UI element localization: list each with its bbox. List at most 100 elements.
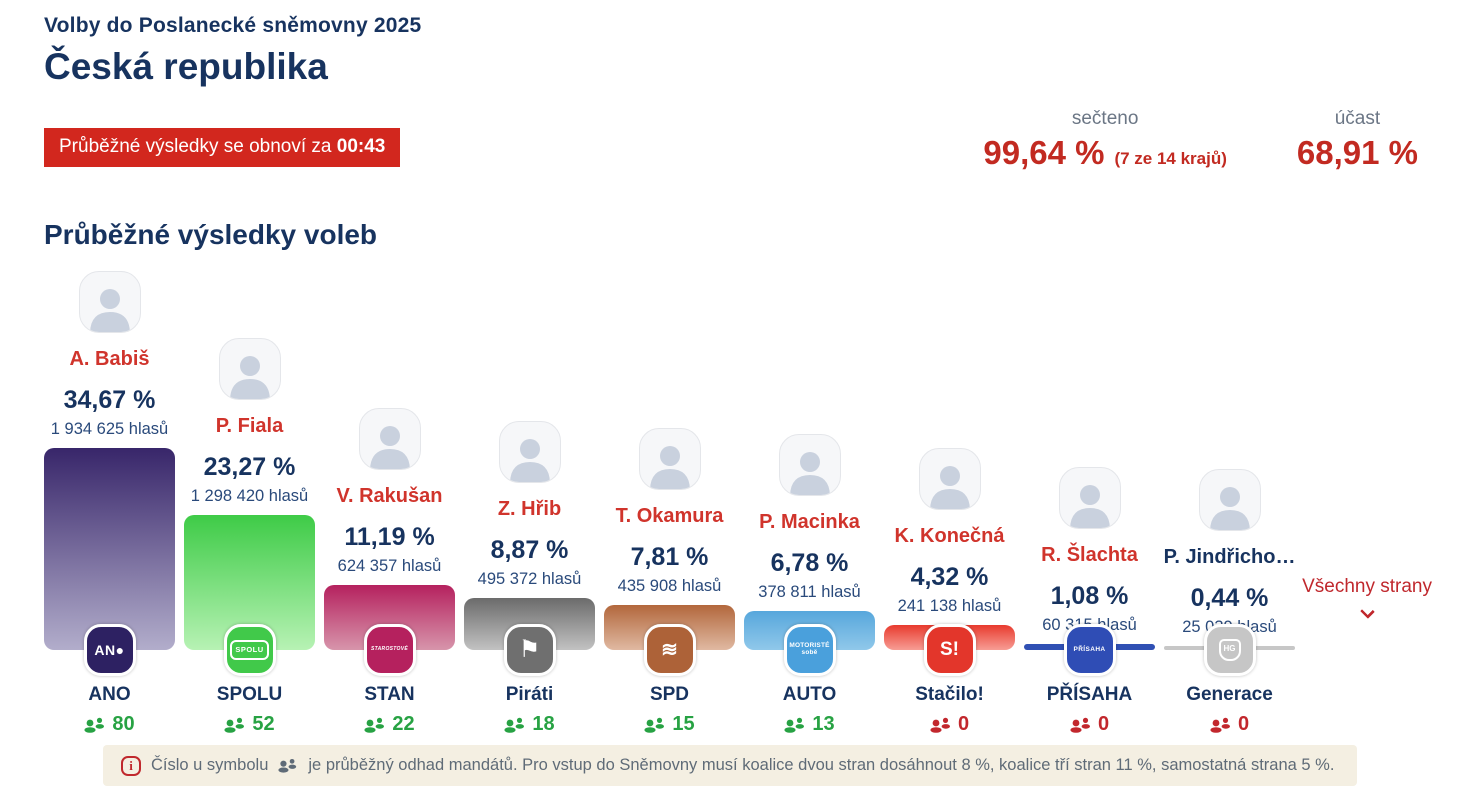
mandates-estimate: 0 xyxy=(1210,713,1249,736)
motoriste-logo[interactable]: MOTORISTÉ sobě xyxy=(783,624,836,676)
spolu-logo[interactable]: SPOLU xyxy=(223,624,276,676)
mandates-people-icon xyxy=(84,717,105,733)
leader-name[interactable]: P. Jindřicho… xyxy=(1163,546,1296,568)
leader-avatar[interactable] xyxy=(778,434,841,496)
party-column: P. Fiala 23,27 % 1 298 420 hlasů SPOLU S… xyxy=(184,338,315,736)
ano-logo-text: AN● xyxy=(94,641,125,658)
votes-count: 435 908 hlasů xyxy=(617,577,722,595)
leader-avatar[interactable] xyxy=(498,421,561,483)
mandates-count: 0 xyxy=(957,713,970,735)
party-column: P. Jindřicho… 0,44 % 25 039 hlasů HG Gen… xyxy=(1164,469,1295,736)
party-name: SPD xyxy=(649,684,690,705)
mandates-count: 18 xyxy=(532,713,555,735)
ano-logo[interactable]: AN● xyxy=(83,624,136,676)
result-bar-wrap: PŘÍSAHA xyxy=(1024,624,1155,676)
countdown-text: Průběžné výsledky se obnoví za xyxy=(59,136,337,157)
person-silhouette-icon xyxy=(1069,485,1110,528)
spd-logo-text: ≋ xyxy=(661,638,678,661)
person-silhouette-icon xyxy=(1209,487,1250,530)
mandates-count: 52 xyxy=(252,713,275,735)
leader-avatar[interactable] xyxy=(638,428,701,490)
turnout-value: 68,91 % xyxy=(1296,134,1418,171)
leader-name[interactable]: T. Okamura xyxy=(615,505,724,527)
result-bar-wrap: MOTORISTÉ sobě xyxy=(744,611,875,676)
refresh-countdown-banner: Průběžné výsledky se obnoví za 00:43 xyxy=(44,128,401,167)
party-column: R. Šlachta 1,08 % 60 315 hlasů PŘÍSAHA P… xyxy=(1024,467,1155,736)
leader-name[interactable]: Z. Hřib xyxy=(497,498,562,520)
leader-name[interactable]: A. Babiš xyxy=(69,348,150,370)
mandates-people-icon xyxy=(224,717,245,733)
party-name: SPOLU xyxy=(216,684,283,705)
party-name: STAN xyxy=(364,684,415,705)
counted-stat: sečteno 99,64 % (7 ze 14 krajů) xyxy=(983,108,1227,172)
counted-label: sečteno xyxy=(1071,108,1139,129)
mandates-count: 80 xyxy=(112,713,135,735)
party-name: AUTO xyxy=(782,684,837,705)
countdown-time: 00:43 xyxy=(336,136,386,157)
result-bar xyxy=(44,448,175,650)
mandates-people-icon xyxy=(278,758,297,773)
prisaha-logo[interactable]: PŘÍSAHA xyxy=(1063,624,1116,676)
mandates-estimate: 18 xyxy=(504,713,555,736)
results-bar-chart: A. Babiš 34,67 % 1 934 625 hlasů AN● ANO… xyxy=(44,271,1444,736)
mandates-count: 22 xyxy=(392,713,415,735)
leader-avatar[interactable] xyxy=(1198,469,1261,531)
generace-logo[interactable]: HG xyxy=(1203,624,1256,676)
mandates-estimate: 13 xyxy=(784,713,835,736)
mandates-people-icon xyxy=(930,717,950,733)
pirati-logo[interactable]: ⚑ xyxy=(503,624,556,676)
mandates-estimate: 52 xyxy=(224,713,275,736)
page-title: Česká republika xyxy=(44,46,328,87)
leader-name[interactable]: R. Šlachta xyxy=(1041,544,1138,566)
leader-avatar[interactable] xyxy=(218,338,281,400)
party-name: Generace xyxy=(1186,684,1273,705)
result-bar-wrap: SPOLU xyxy=(184,515,315,676)
all-parties-link[interactable]: Všechny strany xyxy=(1302,576,1432,622)
mandates-estimate: 0 xyxy=(1070,713,1109,736)
party-column: T. Okamura 7,81 % 435 908 hlasů ≋ SPD 15 xyxy=(604,428,735,736)
leader-avatar[interactable] xyxy=(78,271,141,333)
stacilo-logo[interactable]: S! xyxy=(923,624,976,676)
mandates-estimate: 80 xyxy=(84,713,135,736)
stacilo-logo-text: S! xyxy=(940,639,959,661)
leader-name[interactable]: P. Fiala xyxy=(215,415,284,437)
mandates-count: 0 xyxy=(1237,713,1250,735)
votes-count: 1 298 420 hlasů xyxy=(190,487,309,505)
counted-note: (7 ze 14 krajů) xyxy=(1114,149,1227,168)
turnout-stat: účast 68,91 % xyxy=(1297,108,1418,172)
percent-value: 7,81 % xyxy=(630,543,709,571)
party-name: Stačilo! xyxy=(915,684,984,705)
leader-avatar[interactable] xyxy=(918,448,981,510)
percent-value: 23,27 % xyxy=(203,453,296,481)
spd-logo[interactable]: ≋ xyxy=(643,624,696,676)
leader-avatar[interactable] xyxy=(1058,467,1121,529)
info-text-before: Číslo u symbolu xyxy=(151,756,269,774)
leader-name[interactable]: K. Konečná xyxy=(894,525,1005,547)
percent-value: 0,44 % xyxy=(1190,584,1269,612)
percent-value: 34,67 % xyxy=(63,386,156,414)
person-silhouette-icon xyxy=(509,439,550,482)
person-silhouette-icon xyxy=(929,466,970,509)
mandates-count: 0 xyxy=(1097,713,1110,735)
all-parties-label[interactable]: Všechny strany xyxy=(1302,576,1432,597)
party-column: K. Konečná 4,32 % 241 138 hlasů S! Stači… xyxy=(884,448,1015,736)
votes-count: 241 138 hlasů xyxy=(897,597,1002,615)
leader-name[interactable]: P. Macinka xyxy=(759,511,860,533)
mandates-estimate: 15 xyxy=(644,713,695,736)
party-column: A. Babiš 34,67 % 1 934 625 hlasů AN● ANO… xyxy=(44,271,175,736)
percent-value: 6,78 % xyxy=(770,549,849,577)
leader-name[interactable]: V. Rakušan xyxy=(336,485,443,507)
info-bar: i Číslo u symbolu je průběžný odhad mand… xyxy=(103,745,1357,786)
percent-value: 4,32 % xyxy=(910,563,989,591)
mandates-count: 13 xyxy=(812,713,835,735)
leader-avatar[interactable] xyxy=(358,408,421,470)
party-column: V. Rakušan 11,19 % 624 357 hlasů STAROST… xyxy=(324,408,455,736)
summary-stats: sečteno 99,64 % (7 ze 14 krajů) účast 68… xyxy=(983,108,1418,172)
stan-logo[interactable]: STAROSTOVÉ xyxy=(363,624,416,676)
mandates-people-icon xyxy=(644,717,665,733)
motoriste-logo-text: MOTORISTÉ sobě xyxy=(789,642,830,656)
percent-value: 8,87 % xyxy=(490,536,569,564)
chevron-down-icon[interactable] xyxy=(1359,604,1375,619)
person-silhouette-icon xyxy=(789,452,830,495)
votes-count: 624 357 hlasů xyxy=(337,557,442,575)
